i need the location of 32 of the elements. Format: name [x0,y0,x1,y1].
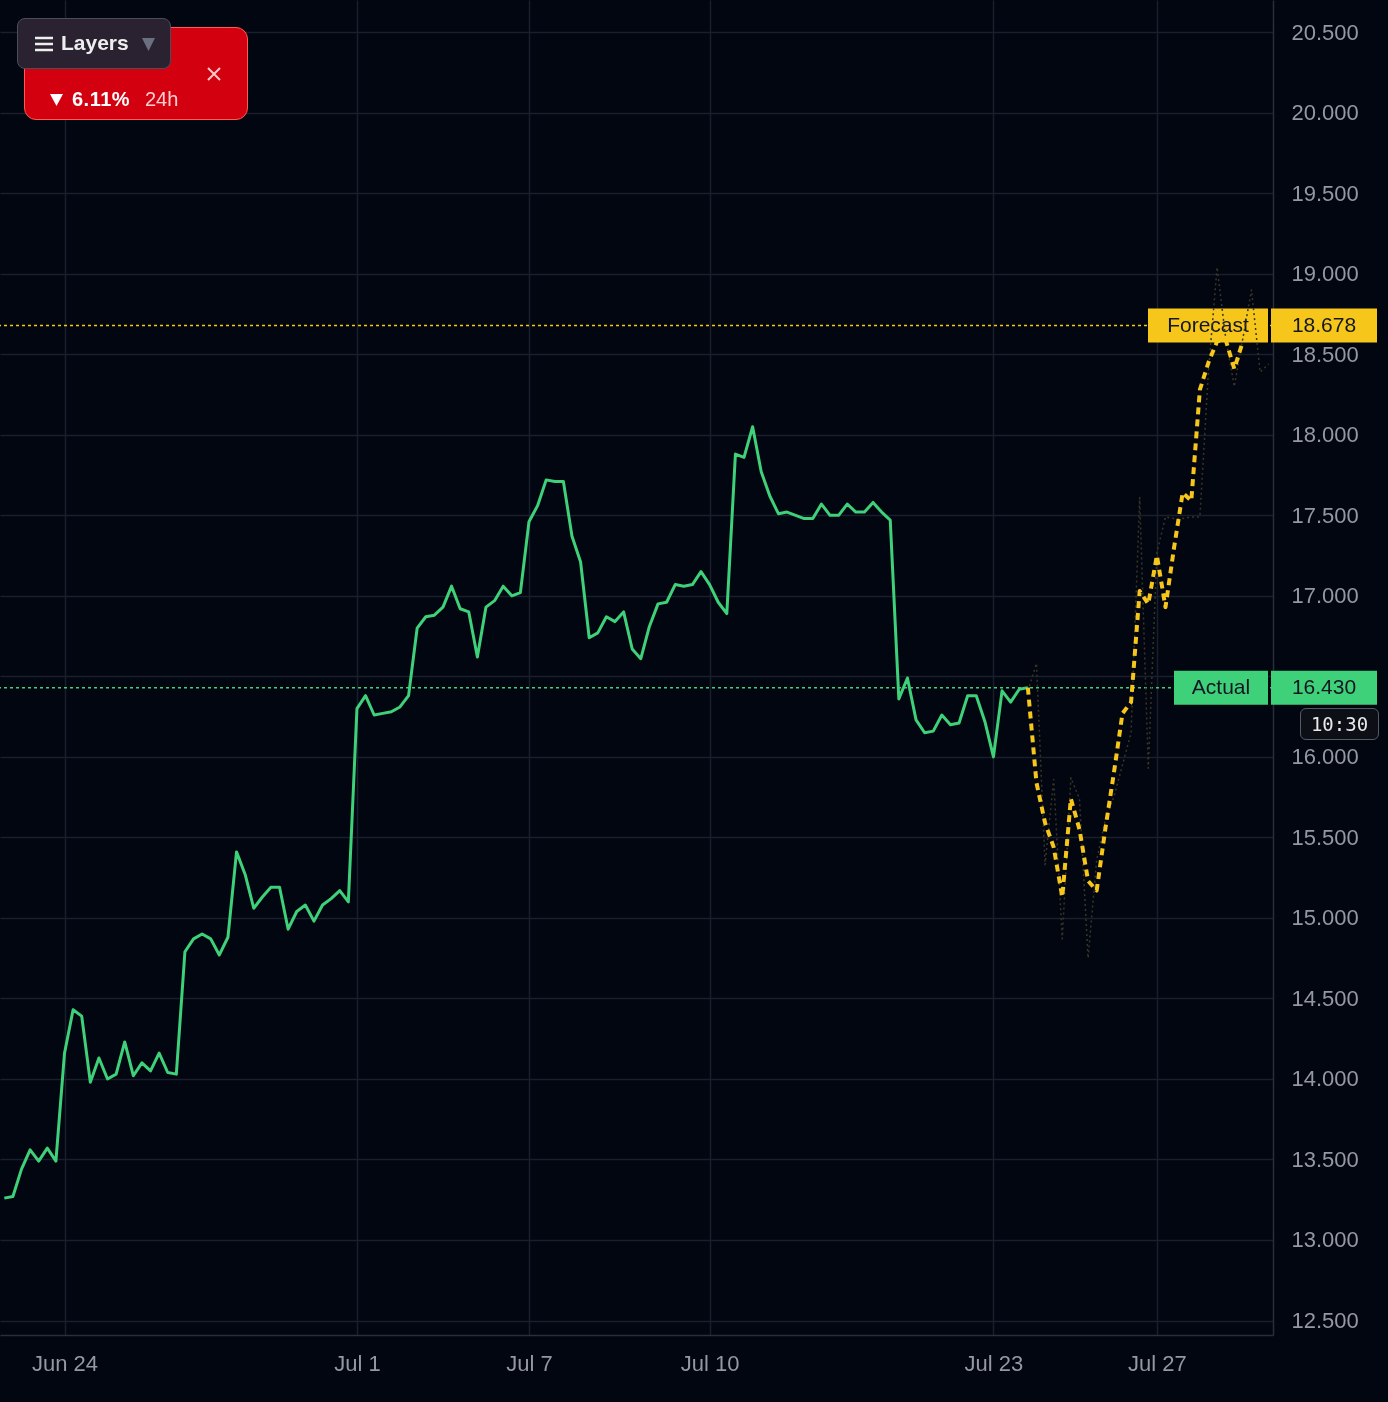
layers-button: Layers [17,18,171,69]
y-tick-label: 15.500 [1291,824,1359,850]
annotation: 24h [145,88,179,111]
x-tick-label: Jul 10 [680,1350,740,1376]
y-tick-label: 14.000 [1291,1066,1359,1092]
y-tick-label: 20.500 [1291,19,1359,45]
x-tick-label: Jul 23 [964,1350,1024,1376]
y-tick-label: 13.000 [1291,1227,1359,1253]
x-tick-label: Jul 1 [334,1350,381,1376]
y-tick-label: 13.500 [1291,1146,1359,1172]
y-tick-label: 19.500 [1291,180,1359,206]
y-tick-label: 16.000 [1291,744,1359,770]
y-tick-label: 20.000 [1291,100,1359,126]
y-tick-label: 15.000 [1291,905,1359,931]
ref-line-label: Actual [1191,674,1251,698]
x-tick-label: Jun 24 [31,1350,99,1376]
line-series [1027,266,1270,959]
text: 18.678 [1291,312,1357,336]
annotation: 6.11% [72,88,131,111]
ref-line-label: Forecast [1167,312,1250,336]
y-tick-label: 17.500 [1291,502,1359,528]
x-tick-label: Jul 27 [1128,1350,1187,1376]
text: 16.430 [1291,674,1357,698]
y-tick-label: 17.000 [1291,583,1359,609]
annotation: Layers [61,31,129,55]
y-tick-label: 19.000 [1291,261,1359,287]
text: 10:30 [1300,708,1379,740]
y-tick-label: 18.000 [1291,422,1359,448]
y-tick-label: 18.500 [1291,341,1359,367]
y-tick-label: 12.500 [1291,1308,1359,1334]
x-tick-label: Jul 7 [506,1350,553,1376]
y-tick-label: 14.500 [1291,985,1359,1011]
